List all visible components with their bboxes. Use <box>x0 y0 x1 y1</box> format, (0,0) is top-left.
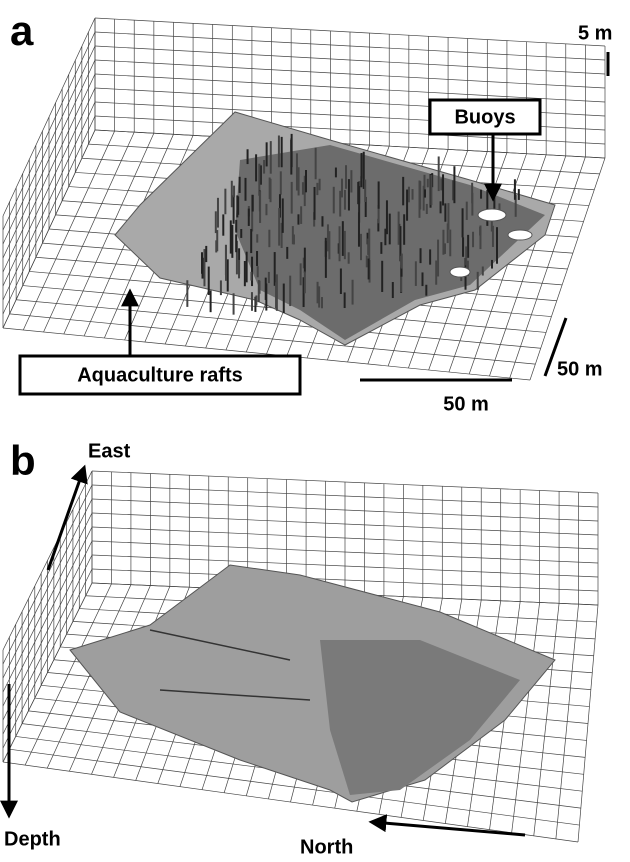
grid-line <box>94 129 606 159</box>
grid-line <box>94 59 606 89</box>
grid-line <box>2 568 93 749</box>
grid-line <box>2 761 579 843</box>
direction-label: Depth <box>4 828 61 850</box>
grid-line <box>2 73 96 273</box>
grid-line <box>94 31 606 61</box>
direction-label: East <box>88 440 131 462</box>
grid-line <box>2 115 96 315</box>
grid-line <box>2 31 96 231</box>
grid-line <box>2 470 93 651</box>
grid-line <box>2 101 96 301</box>
arrow <box>368 814 526 837</box>
callout-box <box>428 98 542 136</box>
grid-line <box>2 87 96 287</box>
scale-bar <box>543 317 568 377</box>
grid-line <box>2 129 96 329</box>
kelp-spikes <box>186 133 520 315</box>
grid-line <box>2 554 93 735</box>
grid-line <box>91 568 599 592</box>
grid-line <box>91 540 599 564</box>
grid-line <box>9 313 536 365</box>
callout: Aquaculture rafts <box>77 364 243 386</box>
callout: Buoys <box>454 106 515 128</box>
grid-line <box>91 484 599 508</box>
grid-line <box>9 748 580 826</box>
panel-label: b <box>10 437 36 484</box>
vertical-scale-label: 5 m <box>578 22 612 44</box>
grid-line <box>2 45 96 245</box>
grid-line <box>2 540 93 721</box>
grid-line <box>2 526 93 707</box>
grid-line <box>91 554 599 578</box>
grid-line <box>2 59 96 259</box>
grid-line <box>2 17 96 217</box>
grid-line <box>94 73 606 103</box>
grid-line <box>91 498 599 522</box>
grid-line <box>94 17 606 47</box>
terrain-b-rough <box>320 640 520 795</box>
grid-line <box>2 327 531 381</box>
grid-line <box>94 45 606 75</box>
grid-line <box>2 512 93 693</box>
grid-line <box>94 115 606 145</box>
grid-line <box>2 582 93 763</box>
scale-label: 50 m <box>557 358 603 380</box>
grid-line <box>91 470 599 494</box>
buoys <box>449 208 533 278</box>
scale-label: 50 m <box>443 393 489 415</box>
trench-lines <box>149 629 311 701</box>
grid-line <box>91 512 599 536</box>
grid-line <box>91 526 599 550</box>
arrow <box>46 464 88 571</box>
direction-label: North <box>300 836 353 858</box>
grid-line <box>16 299 541 349</box>
panel-label: a <box>10 7 34 54</box>
grid-line <box>2 484 93 665</box>
callout-box <box>18 354 302 396</box>
grid-line <box>2 498 93 679</box>
